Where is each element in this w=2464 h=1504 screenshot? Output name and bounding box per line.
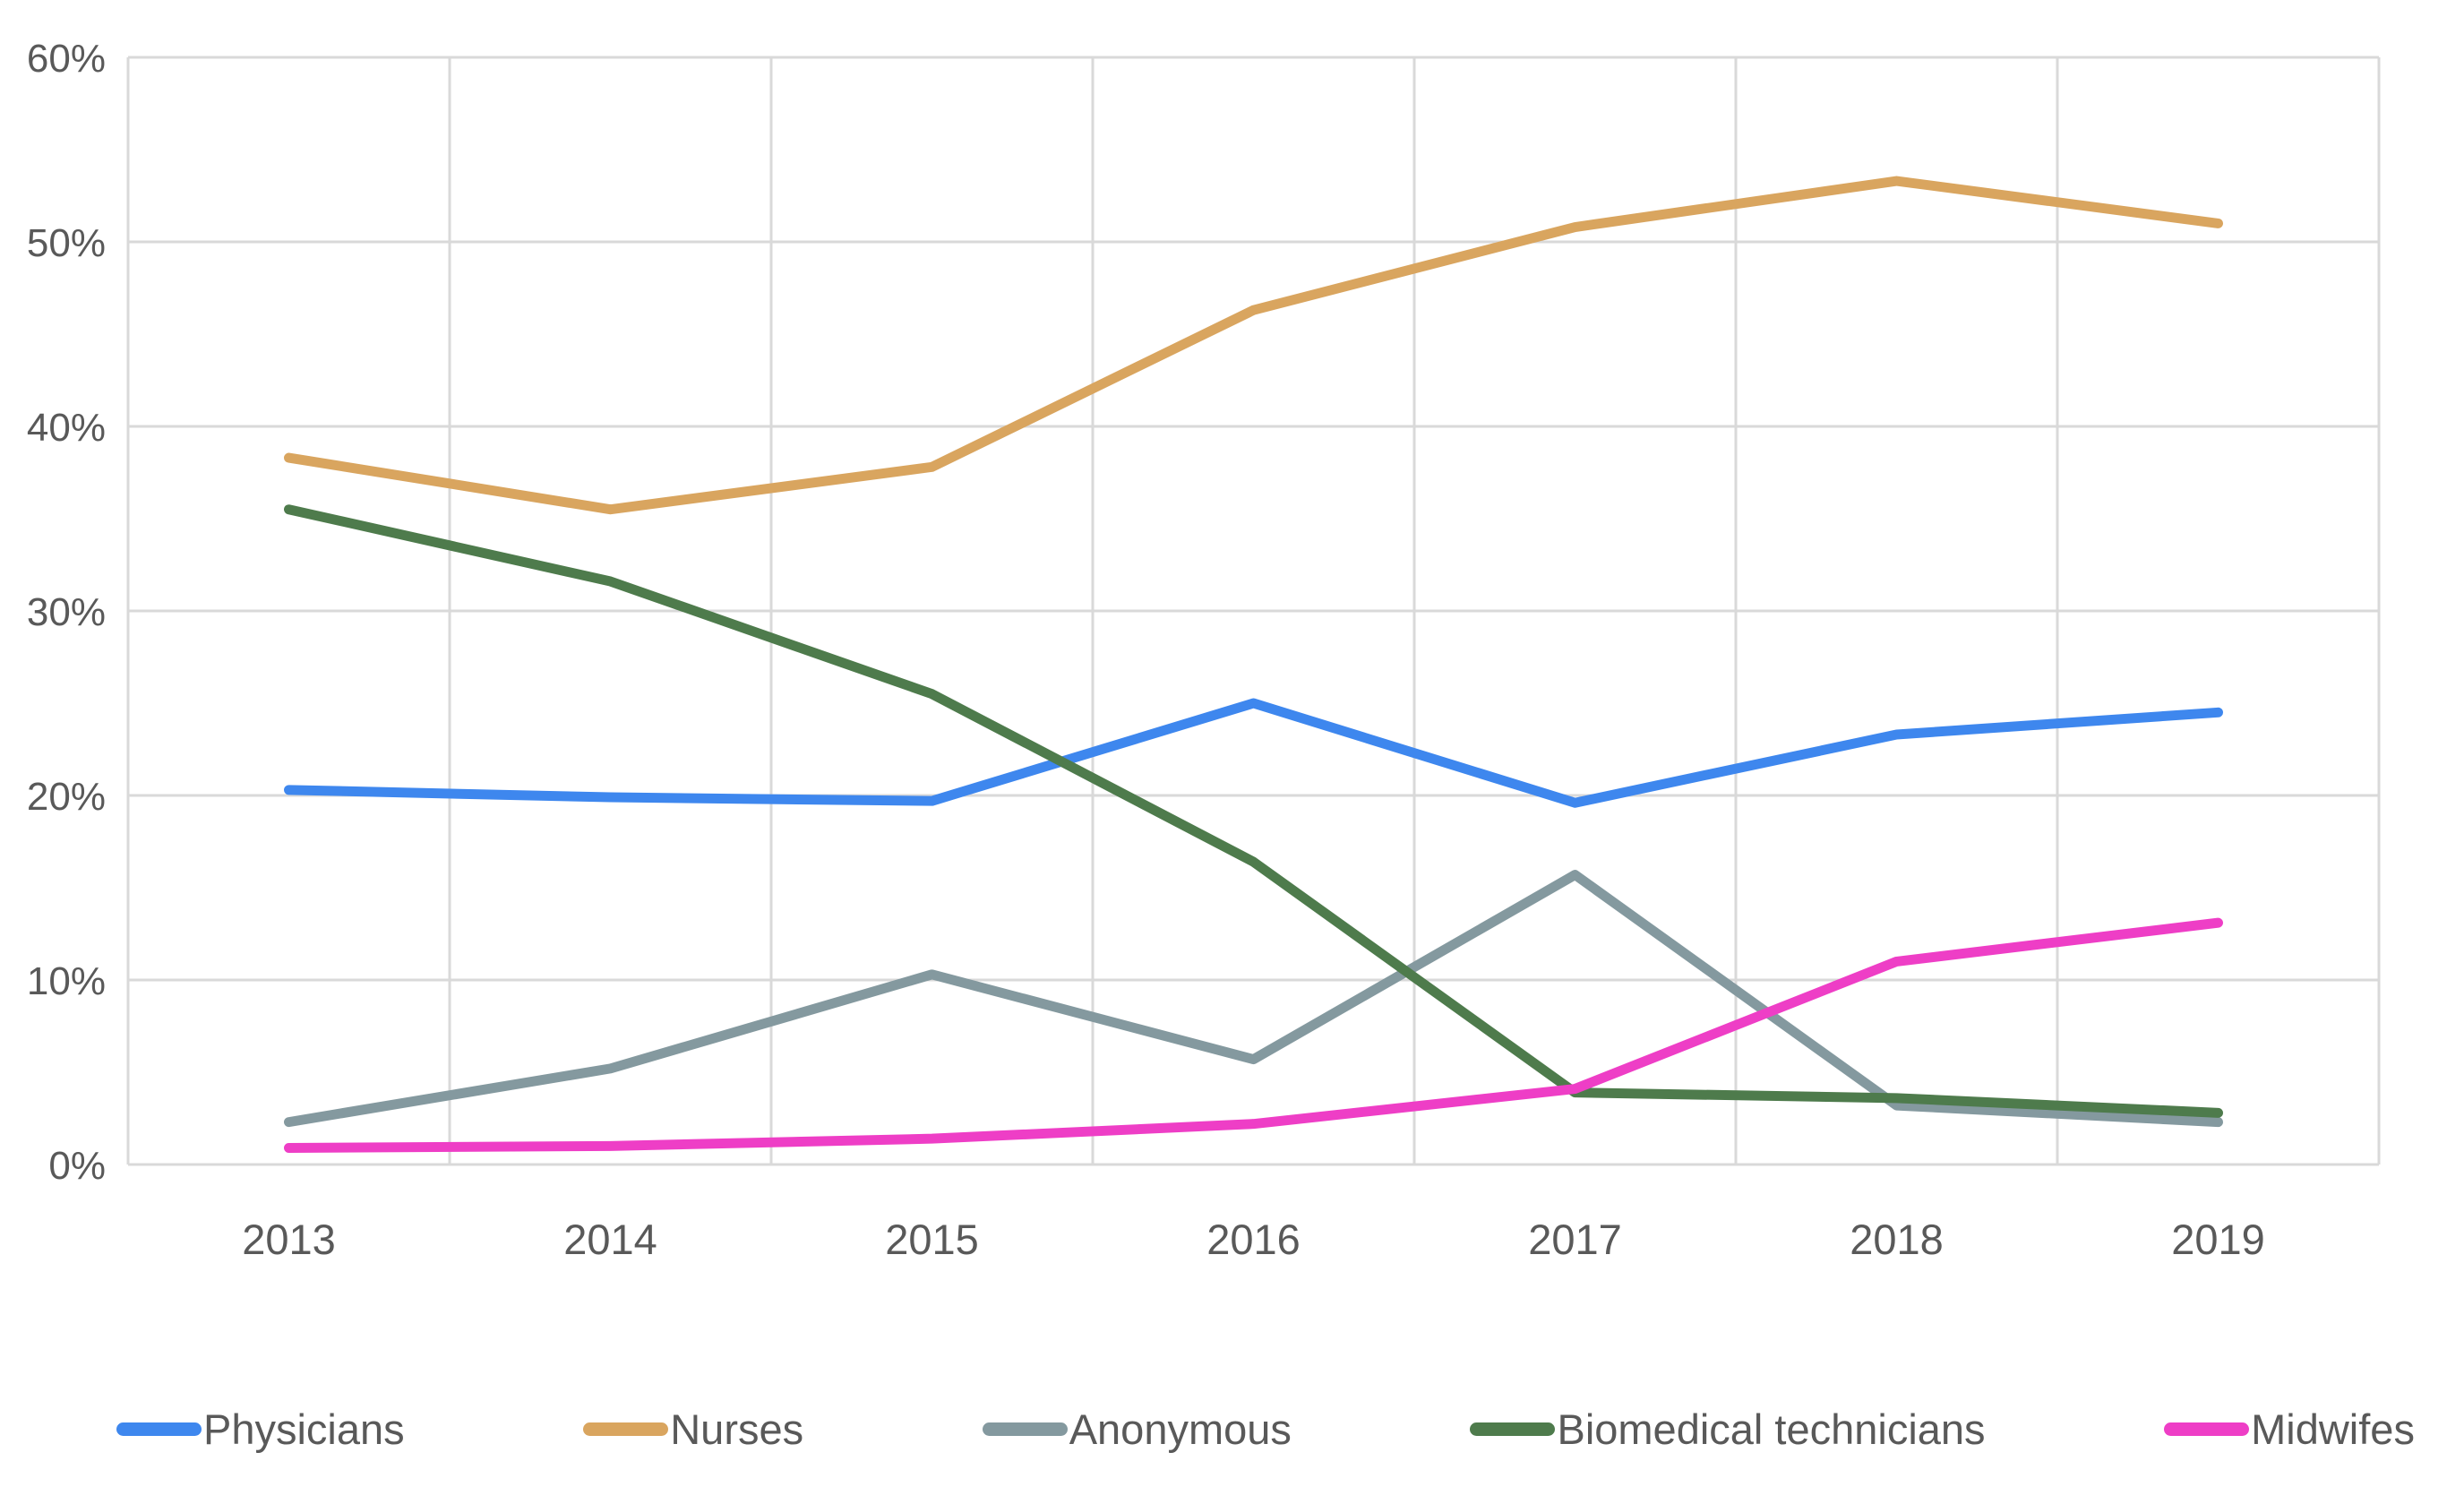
legend: Physicians Nurses Anonymous Biomedical tech… — [116, 1405, 2415, 1454]
y-tick-label-20pct: 20% — [27, 775, 106, 819]
legend-label-midwifes: Midwifes — [2251, 1405, 2415, 1453]
legend-label-anonymous: Anonymous — [1069, 1405, 1292, 1453]
legend-item-midwifes: Midwifes — [2164, 1405, 2415, 1454]
x-tick-label-2014: 2014 — [563, 1216, 657, 1263]
y-tick-label-60pct: 60% — [27, 37, 106, 81]
gridlines — [126, 56, 2381, 1166]
series-lines — [284, 176, 2223, 1153]
x-tick-label-2017: 2017 — [1528, 1216, 1622, 1263]
x-axis-labels: 2013 2014 2015 2016 2017 2018 2019 — [242, 1216, 2265, 1263]
series-line-anonymous — [284, 870, 2223, 1128]
x-tick-label-2018: 2018 — [1850, 1216, 1944, 1263]
legend-swatch-nurses — [583, 1422, 669, 1436]
legend-item-physicians: Physicians — [116, 1405, 405, 1454]
series-line-midwifes — [284, 917, 2223, 1153]
y-tick-label-50pct: 50% — [27, 221, 106, 265]
y-tick-label-30pct: 30% — [27, 590, 106, 634]
legend-item-anonymous: Anonymous — [982, 1405, 1292, 1454]
legend-swatch-biomedical-technicians — [1470, 1422, 1556, 1436]
series-line-biomedical-technicians — [284, 504, 2223, 1118]
legend-label-nurses: Nurses — [670, 1405, 804, 1453]
legend-item-biomedical-technicians: Biomedical technicians — [1470, 1405, 1986, 1454]
x-tick-label-2015: 2015 — [885, 1216, 979, 1263]
series-line-nurses — [284, 176, 2223, 515]
legend-item-nurses: Nurses — [583, 1405, 803, 1454]
y-axis-labels: 0% 10% 20% 30% 40% 50% 60% — [27, 37, 106, 1188]
legend-swatch-anonymous — [982, 1422, 1068, 1436]
y-tick-label-0pct: 0% — [48, 1144, 106, 1188]
y-tick-label-10pct: 10% — [27, 959, 106, 1003]
x-tick-label-2019: 2019 — [2171, 1216, 2265, 1263]
legend-label-biomedical-technicians: Biomedical technicians — [1557, 1405, 1986, 1453]
x-tick-label-2013: 2013 — [242, 1216, 336, 1263]
legend-swatch-physicians — [116, 1422, 202, 1436]
legend-swatch-midwifes — [2164, 1422, 2250, 1436]
series-line-physicians — [284, 698, 2223, 808]
y-tick-label-40pct: 40% — [27, 406, 106, 450]
legend-label-physicians: Physicians — [203, 1405, 405, 1453]
x-tick-label-2016: 2016 — [1206, 1216, 1301, 1263]
chart-plot-area: 0%10%20%30%40%50%60% 2013 2014 2015 2016 201… — [27, 37, 2381, 1263]
